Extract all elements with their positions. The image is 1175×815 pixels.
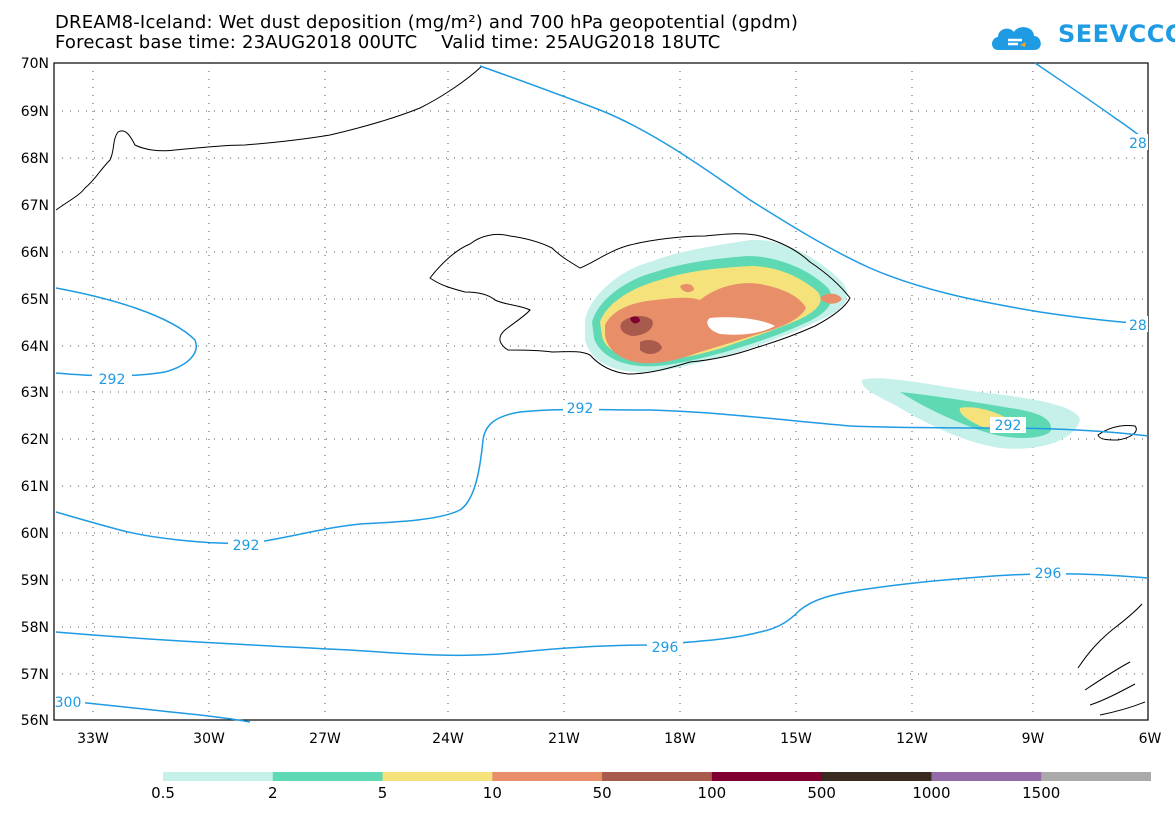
plot-frame bbox=[53, 62, 1149, 721]
colorbar-label: 1500 bbox=[1022, 784, 1061, 802]
map-subtitle: Forecast base time: 23AUG2018 00UTC Vali… bbox=[55, 32, 721, 53]
lat-label: 57N bbox=[21, 667, 49, 683]
colorbar-label: 50 bbox=[592, 784, 612, 802]
contour-300 bbox=[55, 699, 251, 723]
lat-label: 66N bbox=[21, 245, 49, 261]
latitude-labels: 70N 69N 68N 67N 66N 65N 64N 63N 62N 61N … bbox=[21, 56, 49, 729]
colorbar-label: 100 bbox=[697, 784, 727, 802]
lon-label: 9W bbox=[1022, 731, 1045, 747]
lon-label: 15W bbox=[780, 731, 812, 747]
contour-label: 292 bbox=[99, 372, 126, 388]
colorbar-swatch bbox=[602, 772, 713, 781]
lat-label: 68N bbox=[21, 151, 49, 167]
lat-label: 60N bbox=[21, 526, 49, 542]
colorbar-swatch bbox=[382, 772, 493, 781]
colorbar-swatch bbox=[821, 772, 932, 781]
contour-label: 28 bbox=[1129, 318, 1147, 334]
dust-level-50 bbox=[620, 316, 653, 336]
longitude-labels: 33W 30W 27W 24W 21W 18W 15W 12W 9W 6W bbox=[77, 731, 1161, 747]
lat-label: 59N bbox=[21, 573, 49, 589]
colorbar-swatch bbox=[711, 772, 823, 781]
lon-label: 21W bbox=[548, 731, 580, 747]
colorbar-label: 500 bbox=[807, 784, 836, 802]
colorbar-label: 0.5 bbox=[151, 784, 175, 802]
lat-label: 61N bbox=[21, 479, 49, 495]
lat-label: 63N bbox=[21, 385, 49, 401]
lat-label: 67N bbox=[21, 198, 49, 214]
colorbar-swatch bbox=[931, 772, 1042, 781]
colorbar-swatch bbox=[163, 772, 274, 781]
colorbar-swatch bbox=[272, 772, 384, 781]
lon-label: 18W bbox=[664, 731, 696, 747]
colorbar-label: 10 bbox=[482, 784, 502, 802]
lat-label: 62N bbox=[21, 432, 49, 448]
lon-label: 33W bbox=[77, 731, 109, 747]
contour-292-west bbox=[55, 287, 197, 377]
contour-label: 296 bbox=[1035, 566, 1062, 582]
lat-label: 65N bbox=[21, 292, 49, 308]
colorbar-label: 5 bbox=[377, 784, 388, 802]
lat-label: 70N bbox=[21, 56, 49, 72]
logo-text: SEEVCCC bbox=[1058, 20, 1175, 48]
geopotential-contours bbox=[55, 62, 1149, 723]
dust-plume-east bbox=[861, 378, 1080, 449]
contour-288-ne bbox=[1034, 62, 1149, 143]
colorbar-swatch bbox=[1041, 772, 1151, 781]
dust-deposition-field bbox=[585, 239, 848, 372]
contour-label: 292 bbox=[995, 418, 1022, 434]
dust-level-100 bbox=[630, 316, 640, 324]
contour-label: 292 bbox=[567, 401, 594, 417]
contour-label: 292 bbox=[233, 538, 260, 554]
map-title: DREAM8-Iceland: Wet dust deposition (mg/… bbox=[55, 12, 799, 33]
lat-label: 64N bbox=[21, 339, 49, 355]
lat-label: 58N bbox=[21, 620, 49, 636]
contour-288-north bbox=[479, 65, 1149, 325]
lat-label: 69N bbox=[21, 104, 49, 120]
lon-label: 6W bbox=[1139, 731, 1162, 747]
lon-label: 30W bbox=[193, 731, 225, 747]
colorbar-label: 1000 bbox=[912, 784, 951, 802]
seevccc-cloud-logo-icon bbox=[992, 27, 1041, 50]
colorbar-swatch bbox=[492, 772, 603, 781]
contour-label: 300 bbox=[55, 695, 82, 711]
colorbar bbox=[163, 772, 1151, 781]
lon-label: 27W bbox=[309, 731, 341, 747]
contour-label: 296 bbox=[652, 640, 679, 656]
contour-labels: 292 292 292 292 296 296 300 28 28 bbox=[55, 134, 1148, 711]
colorbar-label: 2 bbox=[267, 784, 278, 802]
contour-296 bbox=[55, 573, 1149, 657]
contour-label: 28 bbox=[1129, 136, 1147, 152]
lat-label: 56N bbox=[21, 713, 49, 729]
graticule bbox=[54, 63, 1148, 720]
lon-label: 24W bbox=[432, 731, 464, 747]
coastlines bbox=[55, 65, 1146, 716]
lon-label: 12W bbox=[896, 731, 928, 747]
